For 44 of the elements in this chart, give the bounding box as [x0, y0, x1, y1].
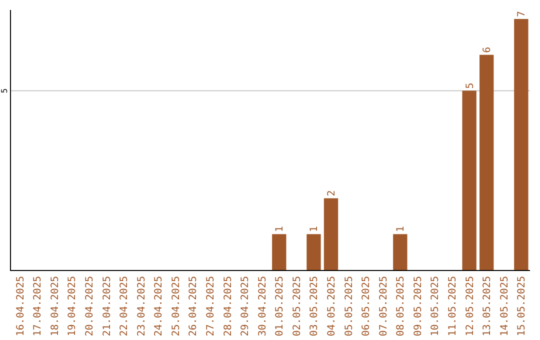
bar — [324, 198, 338, 270]
x-tick-label: 01.05.2025 — [274, 276, 286, 336]
x-tick-label: 30.04.2025 — [257, 276, 268, 336]
x-tick-label: 27.04.2025 — [205, 276, 216, 336]
x-tick-label: 29.04.2025 — [240, 276, 252, 336]
x-tick-label: 21.04.2025 — [102, 276, 113, 336]
x-tick-label: 13.05.2025 — [482, 276, 494, 336]
x-tick-label: 19.04.2025 — [67, 276, 78, 336]
x-tick-label: 17.04.2025 — [32, 276, 44, 336]
x-tick-label: 05.05.2025 — [344, 276, 355, 336]
x-tick-label: 24.04.2025 — [154, 276, 165, 336]
x-tick-label: 11.05.2025 — [448, 276, 459, 336]
bar — [514, 18, 528, 270]
x-tick-label: 25.04.2025 — [170, 276, 182, 336]
bar — [462, 90, 476, 270]
x-tick-label: 26.04.2025 — [188, 276, 200, 336]
data-label: 2 — [326, 190, 338, 196]
data-label: 1 — [396, 226, 407, 232]
x-tick-label: 14.05.2025 — [499, 276, 510, 336]
x-tick-label: 23.04.2025 — [136, 276, 148, 336]
bar — [306, 234, 321, 270]
x-tick-label: 28.04.2025 — [222, 276, 234, 336]
x-tick-label: 02.05.2025 — [292, 276, 303, 336]
data-label: 6 — [482, 46, 494, 53]
bar — [272, 234, 286, 270]
x-tick-label: 09.05.2025 — [412, 276, 424, 336]
data-label: 7 — [516, 10, 528, 17]
data-label: 5 — [464, 82, 476, 89]
bar — [480, 54, 494, 270]
x-tick-label: 06.05.2025 — [361, 276, 372, 336]
data-label: 1 — [274, 226, 286, 232]
x-tick-label: 20.04.2025 — [84, 276, 96, 336]
data-label: 1 — [309, 226, 320, 232]
x-tick-label: 08.05.2025 — [396, 276, 407, 336]
x-tick-label: 22.04.2025 — [119, 276, 130, 336]
x-tick-label: 03.05.2025 — [309, 276, 320, 336]
bar — [393, 234, 408, 270]
x-tick-label: 16.04.2025 — [15, 276, 26, 336]
x-tick-label: 12.05.2025 — [464, 276, 476, 336]
x-tick-label: 18.04.2025 — [50, 276, 61, 336]
x-tick-label: 10.05.2025 — [430, 276, 442, 336]
x-tick-label: 04.05.2025 — [326, 276, 338, 336]
x-tick-label: 07.05.2025 — [378, 276, 390, 336]
x-tick-label: 15.05.2025 — [516, 276, 528, 336]
